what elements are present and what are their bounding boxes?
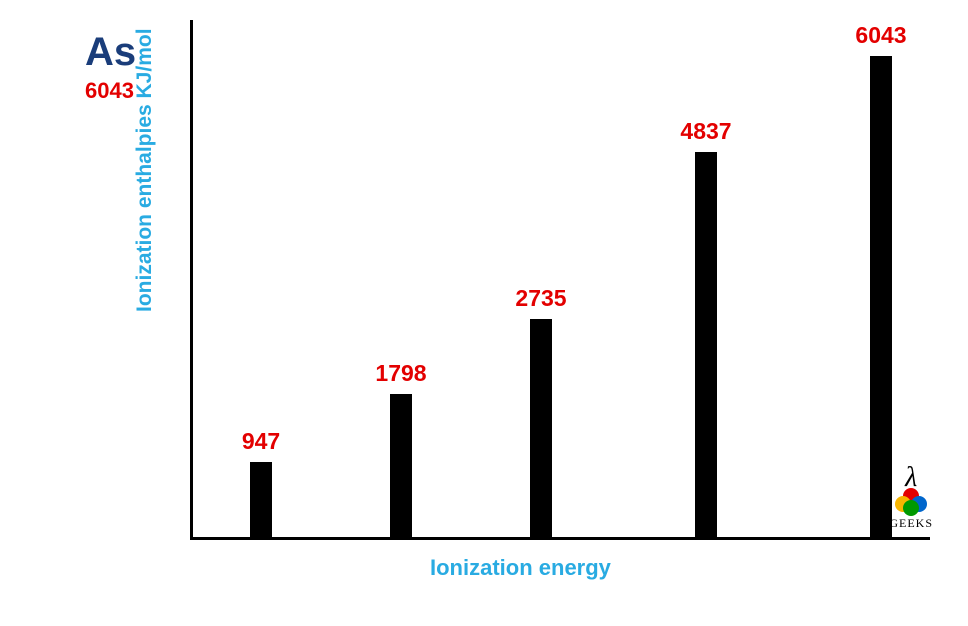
logo-circles-icon [895,488,927,514]
chart-area: 947 1798 2735 4837 6043 [190,20,930,540]
y-axis-label: Ionization enthalpies KJ/mol [133,28,157,312]
bar-label-4: 6043 [855,22,906,49]
bar-3 [695,152,717,537]
y-axis [190,20,193,540]
element-max-value: 6043 [85,78,134,104]
bar-label-1: 1798 [375,360,426,387]
bar-1 [390,394,412,537]
element-symbol: As [85,30,136,75]
bar-label-0: 947 [242,428,280,455]
bar-label-3: 4837 [680,118,731,145]
bar-4 [870,56,892,537]
x-axis [190,537,930,540]
lambda-icon: λ [889,468,933,488]
bar-0 [250,462,272,537]
brand-logo: λ GEEKS [889,468,933,531]
bar-label-2: 2735 [515,285,566,312]
logo-text: GEEKS [889,516,933,531]
x-axis-label: Ionization energy [430,555,611,581]
bar-2 [530,319,552,537]
